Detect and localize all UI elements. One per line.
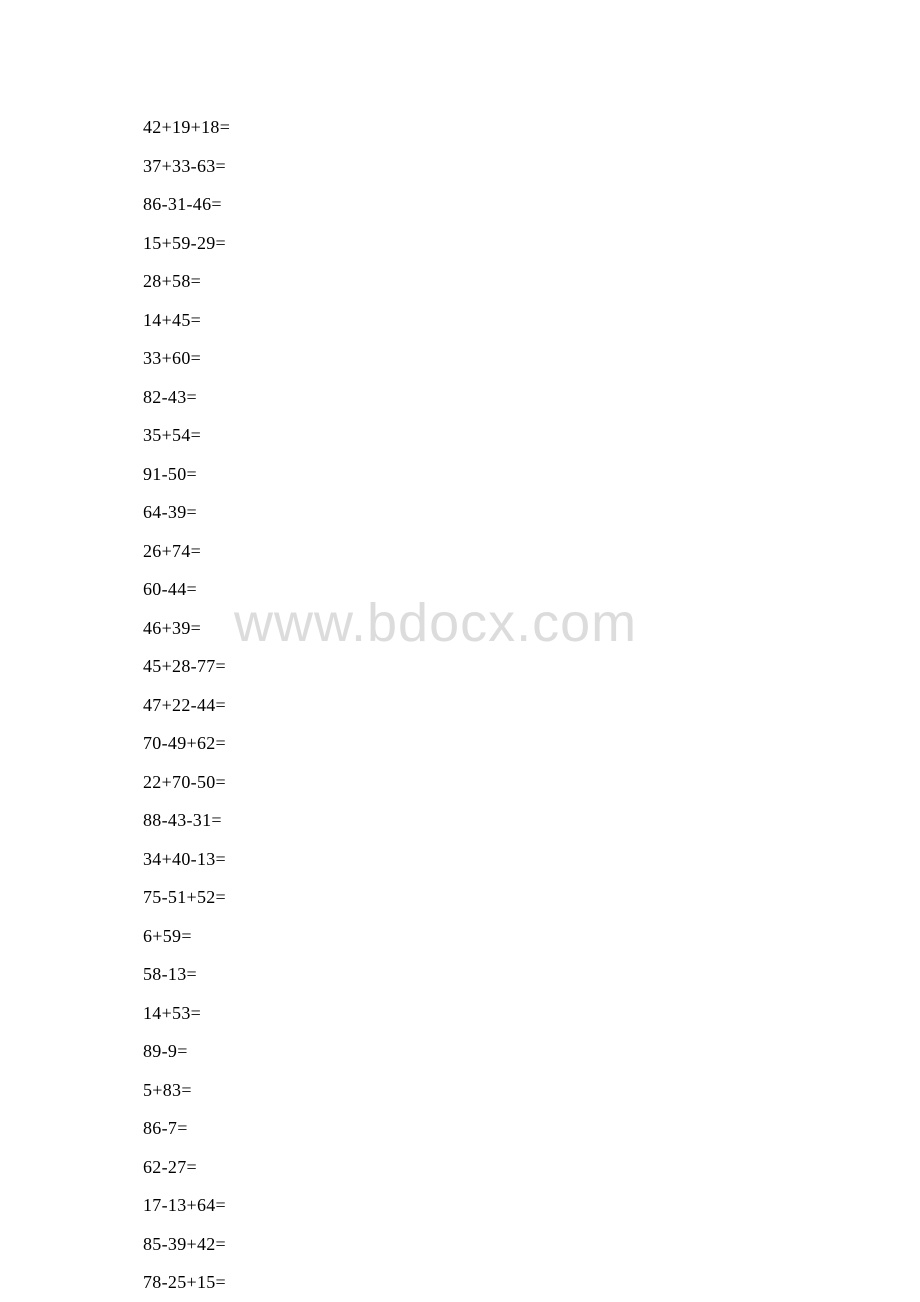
equation-list: 42+19+18= 37+33-63= 86-31-46= 15+59-29= … <box>143 108 920 1302</box>
equation-item: 33+60= <box>143 339 920 378</box>
equation-item: 37+33-63= <box>143 147 920 186</box>
equation-item: 35+54= <box>143 416 920 455</box>
equation-item: 78-25+15= <box>143 1263 920 1302</box>
equation-item: 46+39= <box>143 609 920 648</box>
equation-item: 45+28-77= <box>143 647 920 686</box>
equation-item: 89-9= <box>143 1032 920 1071</box>
equation-item: 42+19+18= <box>143 108 920 147</box>
equation-item: 14+45= <box>143 301 920 340</box>
equation-item: 60-44= <box>143 570 920 609</box>
equation-item: 17-13+64= <box>143 1186 920 1225</box>
equation-item: 28+58= <box>143 262 920 301</box>
equation-item: 26+74= <box>143 532 920 571</box>
equation-item: 70-49+62= <box>143 724 920 763</box>
equation-item: 15+59-29= <box>143 224 920 263</box>
equation-item: 6+59= <box>143 917 920 956</box>
equation-item: 86-31-46= <box>143 185 920 224</box>
equation-item: 5+83= <box>143 1071 920 1110</box>
equation-item: 62-27= <box>143 1148 920 1187</box>
equation-item: 75-51+52= <box>143 878 920 917</box>
equation-item: 91-50= <box>143 455 920 494</box>
equation-item: 82-43= <box>143 378 920 417</box>
equation-item: 47+22-44= <box>143 686 920 725</box>
equation-item: 85-39+42= <box>143 1225 920 1264</box>
equation-item: 64-39= <box>143 493 920 532</box>
equation-item: 22+70-50= <box>143 763 920 802</box>
equation-item: 58-13= <box>143 955 920 994</box>
equation-item: 86-7= <box>143 1109 920 1148</box>
equation-item: 34+40-13= <box>143 840 920 879</box>
equation-item: 14+53= <box>143 994 920 1033</box>
equation-item: 88-43-31= <box>143 801 920 840</box>
